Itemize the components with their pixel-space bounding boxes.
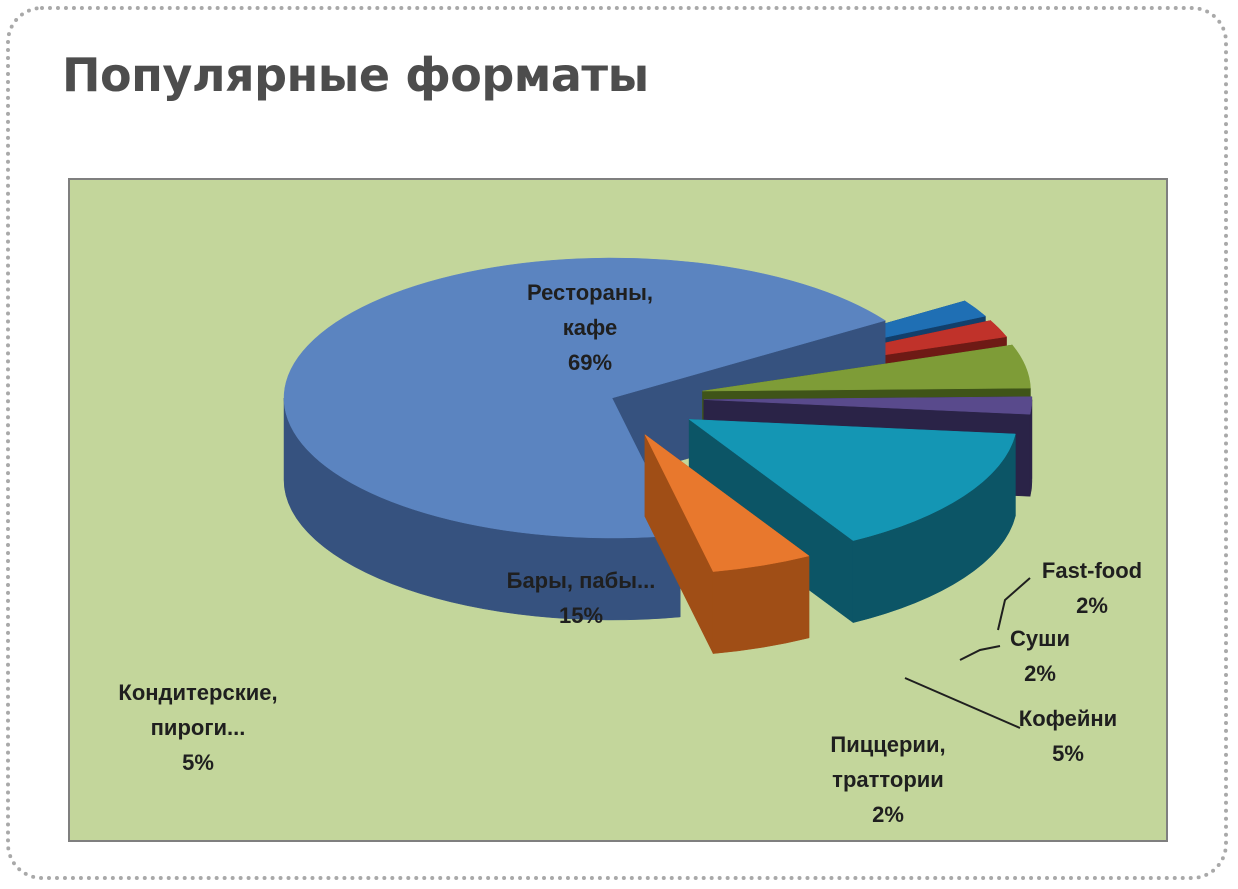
data-label-3: Кофейни 5% bbox=[1019, 706, 1117, 766]
data-label-1-value: 2% bbox=[1076, 593, 1108, 618]
data-label-3-text: Кофейни bbox=[1019, 706, 1117, 731]
data-label-5-text: Бары, пабы... bbox=[507, 568, 656, 593]
data-label-0-text: Рестораны, bbox=[527, 280, 653, 305]
data-label-5-value: 15% bbox=[559, 603, 603, 628]
data-label-6: Кондитерские, пироги... 5% bbox=[118, 680, 277, 775]
leader-line-2 bbox=[959, 645, 1001, 661]
data-label-1: Fast-food 2% bbox=[1042, 558, 1142, 618]
data-label-3-value: 5% bbox=[1052, 741, 1084, 766]
leader-line-1 bbox=[997, 577, 1031, 631]
data-label-1-text: Fast-food bbox=[1042, 558, 1142, 583]
pie-slice-4-top bbox=[703, 396, 1033, 415]
pie-slice-5 bbox=[688, 418, 1016, 624]
data-label-4-text: траттории bbox=[832, 767, 944, 792]
data-label-2: Суши 2% bbox=[1010, 626, 1070, 686]
data-label-5: Бары, пабы... 15% bbox=[507, 568, 656, 628]
pie-slice-6 bbox=[644, 434, 810, 654]
data-label-0: Рестораны, кафе 69% bbox=[527, 280, 653, 375]
data-label-4-value: 2% bbox=[872, 802, 904, 827]
data-label-6-text: пироги... bbox=[151, 715, 246, 740]
data-label-0-text: кафе bbox=[563, 315, 617, 340]
data-label-4: Пиццерии, траттории 2% bbox=[830, 732, 945, 827]
data-label-6-value: 5% bbox=[182, 750, 214, 775]
data-label-2-text: Суши bbox=[1010, 626, 1070, 651]
data-label-0-value: 69% bbox=[568, 350, 612, 375]
pie-slice-0-top bbox=[283, 257, 886, 539]
page-title: Популярные форматы bbox=[62, 48, 649, 102]
pie-slice-3-top bbox=[702, 344, 1031, 392]
data-label-2-value: 2% bbox=[1024, 661, 1056, 686]
data-label-6-text: Кондитерские, bbox=[118, 680, 277, 705]
pie-slice-6-top bbox=[644, 434, 810, 572]
leader-line-3 bbox=[904, 677, 1021, 729]
pie-slice-6-rim bbox=[712, 555, 810, 654]
data-label-4-text: Пиццерии, bbox=[830, 732, 945, 757]
pie-slice-0 bbox=[283, 257, 886, 621]
pie-slice-5-top bbox=[688, 419, 1016, 541]
